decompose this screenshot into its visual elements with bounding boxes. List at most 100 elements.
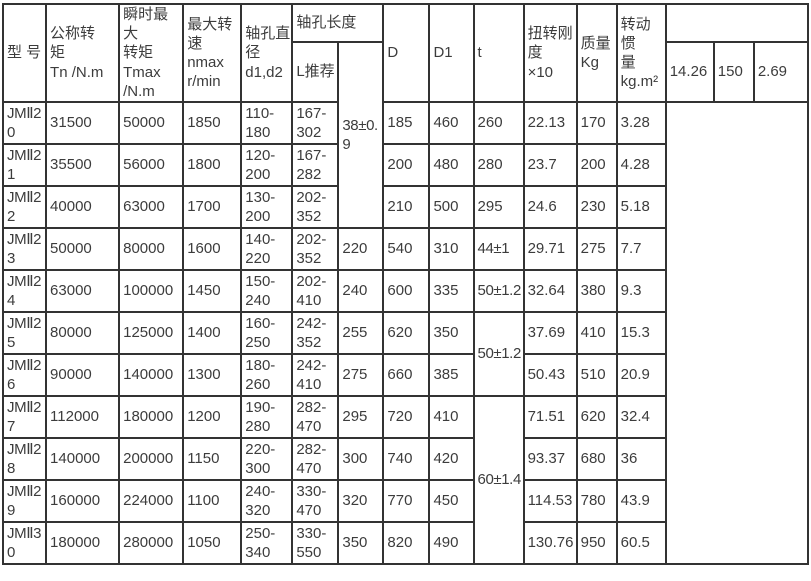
data-cell: 460: [428, 100, 475, 145]
data-cell: 35500: [45, 142, 121, 187]
data-cell: 140000: [118, 352, 185, 397]
data-cell: 210: [382, 184, 431, 229]
data-cell: 230: [575, 184, 618, 229]
data-cell: 720: [382, 394, 431, 439]
data-cell: JMⅡ30: [1, 520, 48, 565]
data-cell: 490: [428, 520, 475, 565]
data-cell: 350: [337, 520, 385, 565]
data-cell: 680: [575, 436, 618, 481]
data-cell: 160000: [45, 478, 121, 523]
data-cell: 50.43: [522, 352, 578, 397]
data-cell: 80000: [118, 226, 185, 271]
data-cell: 7.7: [615, 226, 667, 271]
data-cell: 1100: [182, 478, 243, 523]
data-cell: 242-352: [291, 310, 340, 355]
data-cell: 160-250: [240, 310, 294, 355]
data-cell: JMⅡ28: [1, 436, 48, 481]
data-cell: 1150: [182, 436, 243, 481]
coupling-spec-table: 型 号公称转 矩 Tn /N.m 瞬时最大 转矩 Tmax /N.m 最大转 速 n…: [1, 3, 810, 565]
data-cell: 31500: [45, 100, 121, 145]
data-cell: 56000: [118, 142, 185, 187]
data-cell: 510: [575, 352, 618, 397]
data-cell: 250-340: [240, 520, 294, 565]
data-cell: JMⅡ24: [1, 268, 48, 313]
data-cell: JMⅡ21: [1, 142, 48, 187]
header-row: L推荐 38±0.9 14.26 150 2.69: [3, 41, 810, 229]
data-cell: 320: [337, 478, 385, 523]
data-cell: JMⅡ20: [1, 100, 48, 145]
data-cell: 44±1: [472, 226, 525, 271]
data-cell: 380: [575, 268, 618, 313]
data-cell: 15.3: [615, 310, 667, 355]
header-cell: t: [472, 3, 525, 103]
data-cell: 37.69: [522, 310, 578, 355]
data-cell: 1800: [182, 142, 243, 187]
data-cell: [664, 100, 810, 565]
data-cell: 5.18: [615, 184, 667, 229]
data-cell: 71.51: [522, 394, 578, 439]
table-row: JMⅡ27 112000 180000 1200 190-280 282-470 295 72…: [1, 394, 808, 565]
data-cell: 242-410: [291, 352, 340, 397]
spec-table-body: 型 号公称转 矩 Tn /N.m 瞬时最大 转矩 Tmax /N.m 最大转 速 n…: [1, 3, 810, 565]
data-cell: 180-260: [240, 352, 294, 397]
table-row: JMⅡ21 35500 56000 1800 120-200 167-282 200 480 2…: [1, 142, 808, 187]
header-cell: 扭转刚 度 ×10: [522, 3, 578, 103]
header-cell: 型 号: [1, 3, 48, 103]
data-cell: 820: [382, 520, 431, 565]
data-cell: 140-220: [240, 226, 294, 271]
table-row: JMⅡ20 31500 50000 1850 110-180 167-302 185 460 2…: [1, 100, 810, 565]
header-cell: 质量 Kg: [575, 3, 618, 103]
data-cell: 50000: [118, 100, 185, 145]
header-cell: 轴孔直 径 d1,d2: [240, 3, 294, 103]
data-cell: 190-280: [240, 394, 294, 439]
data-cell: 63000: [118, 184, 185, 229]
data-cell: 280000: [118, 520, 185, 565]
data-cell: 450: [428, 478, 475, 523]
data-cell: 420: [428, 436, 475, 481]
data-cell: 90000: [45, 352, 121, 397]
data-cell: 330-550: [291, 520, 340, 565]
data-cell: 125000: [118, 310, 185, 355]
data-cell: JMⅡ29: [1, 478, 48, 523]
data-cell: 43.9: [615, 478, 667, 523]
header-cell: 14.26: [664, 41, 715, 103]
data-cell: 1400: [182, 310, 243, 355]
header-cell: [664, 3, 810, 43]
data-cell: 255: [337, 310, 385, 355]
table-row: JMⅡ30 180000 280000 1050 250-340 330-550 350 82…: [1, 520, 808, 565]
data-cell: 330-470: [291, 478, 340, 523]
header-cell: L推荐: [291, 41, 340, 103]
data-cell: 180000: [118, 394, 185, 439]
data-cell: 202-352: [291, 226, 340, 271]
data-cell: 130.76: [522, 520, 578, 565]
data-cell: 60±1.4: [472, 394, 525, 565]
data-cell: 130-200: [240, 184, 294, 229]
header-cell: D1: [428, 3, 475, 103]
data-cell: 202-410: [291, 268, 340, 313]
data-cell: 1050: [182, 520, 243, 565]
data-cell: 1600: [182, 226, 243, 271]
data-cell: 282-470: [291, 394, 340, 439]
data-cell: 350: [428, 310, 475, 355]
data-cell: JMⅡ22: [1, 184, 48, 229]
data-cell: 1200: [182, 394, 243, 439]
data-cell: 23.7: [522, 142, 578, 187]
header-cell: 公称转 矩 Tn /N.m: [45, 3, 121, 103]
data-cell: 100000: [118, 268, 185, 313]
data-cell: 240-320: [240, 478, 294, 523]
table-row: JMⅡ22 40000 63000 1700 130-200 202-352 210 500 2…: [1, 184, 808, 229]
data-cell: 32.4: [615, 394, 667, 439]
data-cell: 170: [575, 100, 618, 145]
data-cell: 50±1.2: [472, 268, 525, 313]
data-cell: JMⅡ26: [1, 352, 48, 397]
data-cell: 282-470: [291, 436, 340, 481]
data-cell: 9.3: [615, 268, 667, 313]
data-cell: 295: [337, 394, 385, 439]
data-cell: 112000: [45, 394, 121, 439]
header-row: 型 号公称转 矩 Tn /N.m 瞬时最大 转矩 Tmax /N.m 最大转 速 n…: [1, 3, 810, 103]
data-cell: 120-200: [240, 142, 294, 187]
data-cell: 220-300: [240, 436, 294, 481]
table-row: JMⅡ26 90000 140000 1300 180-260 242-410 275 660…: [1, 352, 808, 397]
data-cell: 180000: [45, 520, 121, 565]
data-cell: 32.64: [522, 268, 578, 313]
